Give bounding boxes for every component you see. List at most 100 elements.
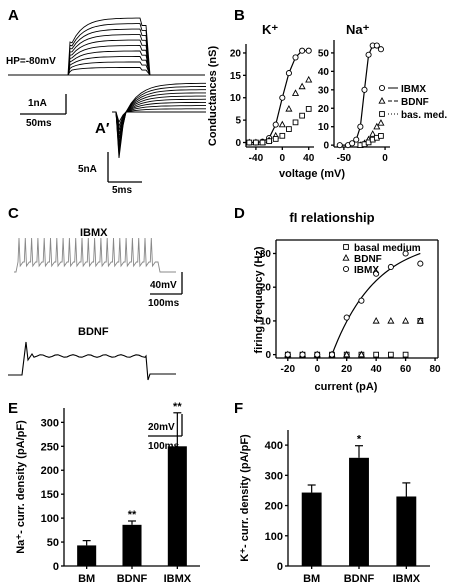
data-point-bdnf <box>377 119 385 126</box>
chart-d-fi: 0 10 20 30 -20 0 20 40 60 80 fI relationship firing… <box>253 210 441 393</box>
legend-label: IBMX <box>401 84 426 95</box>
fit-curve-ibmx <box>339 44 382 146</box>
a-prime-trace <box>112 89 206 151</box>
bar-bdnf <box>349 457 369 566</box>
x-tick-label: 80 <box>429 364 441 375</box>
legend-label: basal medium <box>354 243 421 254</box>
x-tick-label: 0 <box>280 153 286 164</box>
data-point-ibmx <box>328 351 336 358</box>
legend-marker <box>378 97 386 104</box>
chart-b-legend: IBMX BDNF bas. med. <box>378 84 447 121</box>
y-tick-label: 5 <box>235 116 241 127</box>
y-tick-label: 100 <box>265 531 283 543</box>
data-point-bas-med- <box>305 106 312 112</box>
data-point-bdnf <box>372 316 380 324</box>
b-x-axis-label: voltage (mV) <box>279 168 345 180</box>
legend-marker <box>379 111 385 117</box>
c-scalebar-2 <box>148 414 183 437</box>
y-tick-label: 100 <box>41 513 59 525</box>
d-x-axis-label: current (pA) <box>315 381 378 393</box>
y-tick-label: 0 <box>53 561 59 573</box>
fit-curve-ibmx <box>249 50 309 144</box>
data-point-bas-med- <box>292 119 299 126</box>
b-y-axis-label: Conductances (nS) <box>207 46 219 147</box>
data-point-ibmx <box>353 136 360 143</box>
data-point-ibmx <box>279 94 286 101</box>
a-prime-trace <box>112 101 206 135</box>
legend-label: bas. med. <box>401 110 447 121</box>
data-point-bdnf <box>305 75 313 83</box>
legend-marker <box>342 265 350 273</box>
panel-a-prime-label: A′ <box>95 120 110 137</box>
scale-a-prime-current: 5nA <box>78 164 97 175</box>
c-trace2-label: BDNF <box>78 326 109 338</box>
data-point-ibmx <box>314 351 321 358</box>
data-point-basal-medium <box>402 351 409 358</box>
y-tick-label: 20 <box>260 283 272 294</box>
y-tick-label: 0 <box>265 350 271 361</box>
chart-b-sodium: 0 10 20 30 40 50 -50 0 <box>318 40 390 164</box>
y-tick-label: 300 <box>265 470 283 482</box>
category-label: BM <box>78 573 95 585</box>
c-scale2-t: 100ms <box>148 441 180 452</box>
holding-potential-label: HP=-80mV <box>6 56 56 67</box>
data-point-ibmx <box>349 140 356 147</box>
y-tick-label: 400 <box>265 440 283 452</box>
data-point-ibmx <box>305 47 312 54</box>
data-point-bdnf <box>402 316 410 324</box>
data-point-ibmx <box>285 70 292 77</box>
legend-marker <box>378 84 386 92</box>
data-point-bas-med- <box>266 138 272 145</box>
scale-a-time: 50ms <box>26 118 52 129</box>
data-point-bas-med- <box>299 112 305 119</box>
significance-mark: ** <box>173 401 182 413</box>
data-point-bas-med- <box>253 139 259 146</box>
y-tick-label: 20 <box>230 48 242 59</box>
chart-b-potassium: 0 5 10 15 20 -40 0 40 Conductances (nS) voltage (… <box>207 44 345 180</box>
data-point-ibmx <box>292 54 299 61</box>
b-na-title: Na⁺ <box>346 22 370 37</box>
y-tick-label: 10 <box>230 93 242 104</box>
bdnf-voltage-trace <box>8 341 176 381</box>
y-tick-label: 15 <box>230 71 242 82</box>
c-trace1-label: IBMX <box>80 227 108 239</box>
x-tick-label: 40 <box>371 364 383 375</box>
x-tick-label: -20 <box>281 364 296 375</box>
y-tick-label: 20 <box>318 104 330 115</box>
x-tick-label: -50 <box>337 153 352 164</box>
legend-label: BDNF <box>354 254 382 265</box>
data-point-bdnf <box>343 350 351 358</box>
category-label: BDNF <box>117 573 148 585</box>
data-point-bdnf <box>387 316 395 324</box>
a-prime-trace <box>112 98 207 139</box>
category-label: IBMX <box>393 573 421 585</box>
y-tick-label: 50 <box>318 48 330 59</box>
legend-marker <box>343 244 349 250</box>
data-point-bdnf <box>357 350 365 358</box>
y-tick-label: 50 <box>47 537 59 549</box>
x-tick-label: -40 <box>249 153 264 164</box>
data-point-ibmx <box>402 250 409 257</box>
data-point-basal-medium <box>388 351 394 358</box>
data-point-bas-med- <box>279 132 286 139</box>
x-tick-label: 60 <box>400 364 412 375</box>
data-point-ibmx <box>299 351 306 358</box>
data-point-ibmx <box>387 263 394 271</box>
y-axis-label: Na⁺- curr. density (pA/pF) <box>15 420 27 554</box>
significance-mark: * <box>357 434 362 446</box>
data-point-bas-med- <box>272 136 279 142</box>
y-tick-label: 0 <box>235 138 241 149</box>
d-title: fI relationship <box>289 210 374 225</box>
data-point-bas-med- <box>246 139 253 146</box>
panel-b-label: B <box>234 7 245 24</box>
legend-marker <box>342 254 350 261</box>
scale-a-prime-time: 5ms <box>112 185 132 196</box>
data-point-bdnf <box>416 316 424 324</box>
a-prime-trace <box>112 111 206 124</box>
y-tick-label: 30 <box>260 249 272 260</box>
chart-f-k-density: 0 100 200 300 400 BM * BDNF IBMX K⁺- curr. densit… <box>239 430 430 585</box>
category-label: IBMX <box>164 573 192 585</box>
data-point-ibmx <box>357 123 364 130</box>
panel-a-traces <box>8 17 205 76</box>
data-point-basal-medium <box>373 351 379 358</box>
